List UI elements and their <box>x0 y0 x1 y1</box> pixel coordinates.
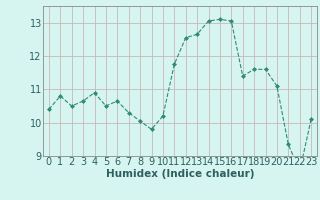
X-axis label: Humidex (Indice chaleur): Humidex (Indice chaleur) <box>106 169 254 179</box>
